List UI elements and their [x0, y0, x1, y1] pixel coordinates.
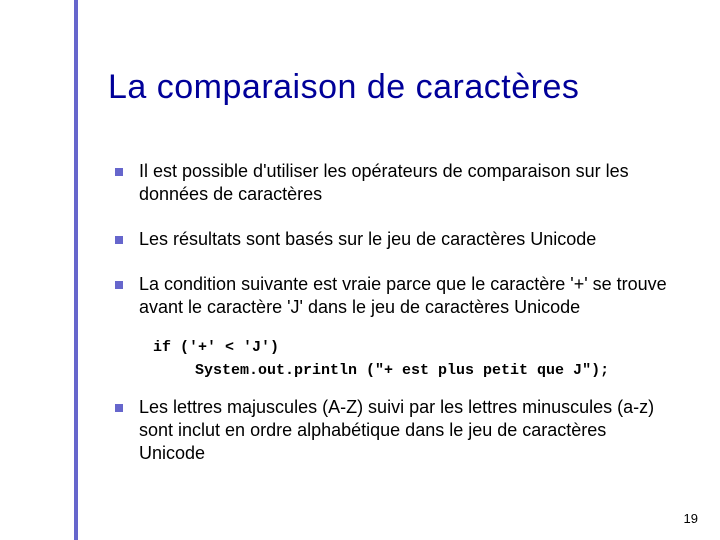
list-item: Les résultats sont basés sur le jeu de c… [115, 228, 675, 251]
bullet-icon [115, 236, 123, 244]
bullet-text: Les lettres majuscules (A-Z) suivi par l… [139, 396, 675, 465]
list-item: La condition suivante est vraie parce qu… [115, 273, 675, 319]
bullet-icon [115, 404, 123, 412]
bullet-text: Les résultats sont basés sur le jeu de c… [139, 228, 596, 251]
code-line: System.out.println ("+ est plus petit qu… [195, 360, 675, 383]
accent-bar [74, 0, 78, 540]
page-number: 19 [684, 511, 698, 526]
bullet-text: La condition suivante est vraie parce qu… [139, 273, 675, 319]
list-item: Les lettres majuscules (A-Z) suivi par l… [115, 396, 675, 465]
slide-title: La comparaison de caractères [108, 68, 579, 107]
code-line: if ('+' < 'J') [153, 337, 675, 360]
list-item: Il est possible d'utiliser les opérateur… [115, 160, 675, 206]
bullet-icon [115, 168, 123, 176]
bullet-icon [115, 281, 123, 289]
bullet-text: Il est possible d'utiliser les opérateur… [139, 160, 675, 206]
slide-content: Il est possible d'utiliser les opérateur… [115, 160, 675, 487]
code-block: if ('+' < 'J') System.out.println ("+ es… [153, 337, 675, 382]
